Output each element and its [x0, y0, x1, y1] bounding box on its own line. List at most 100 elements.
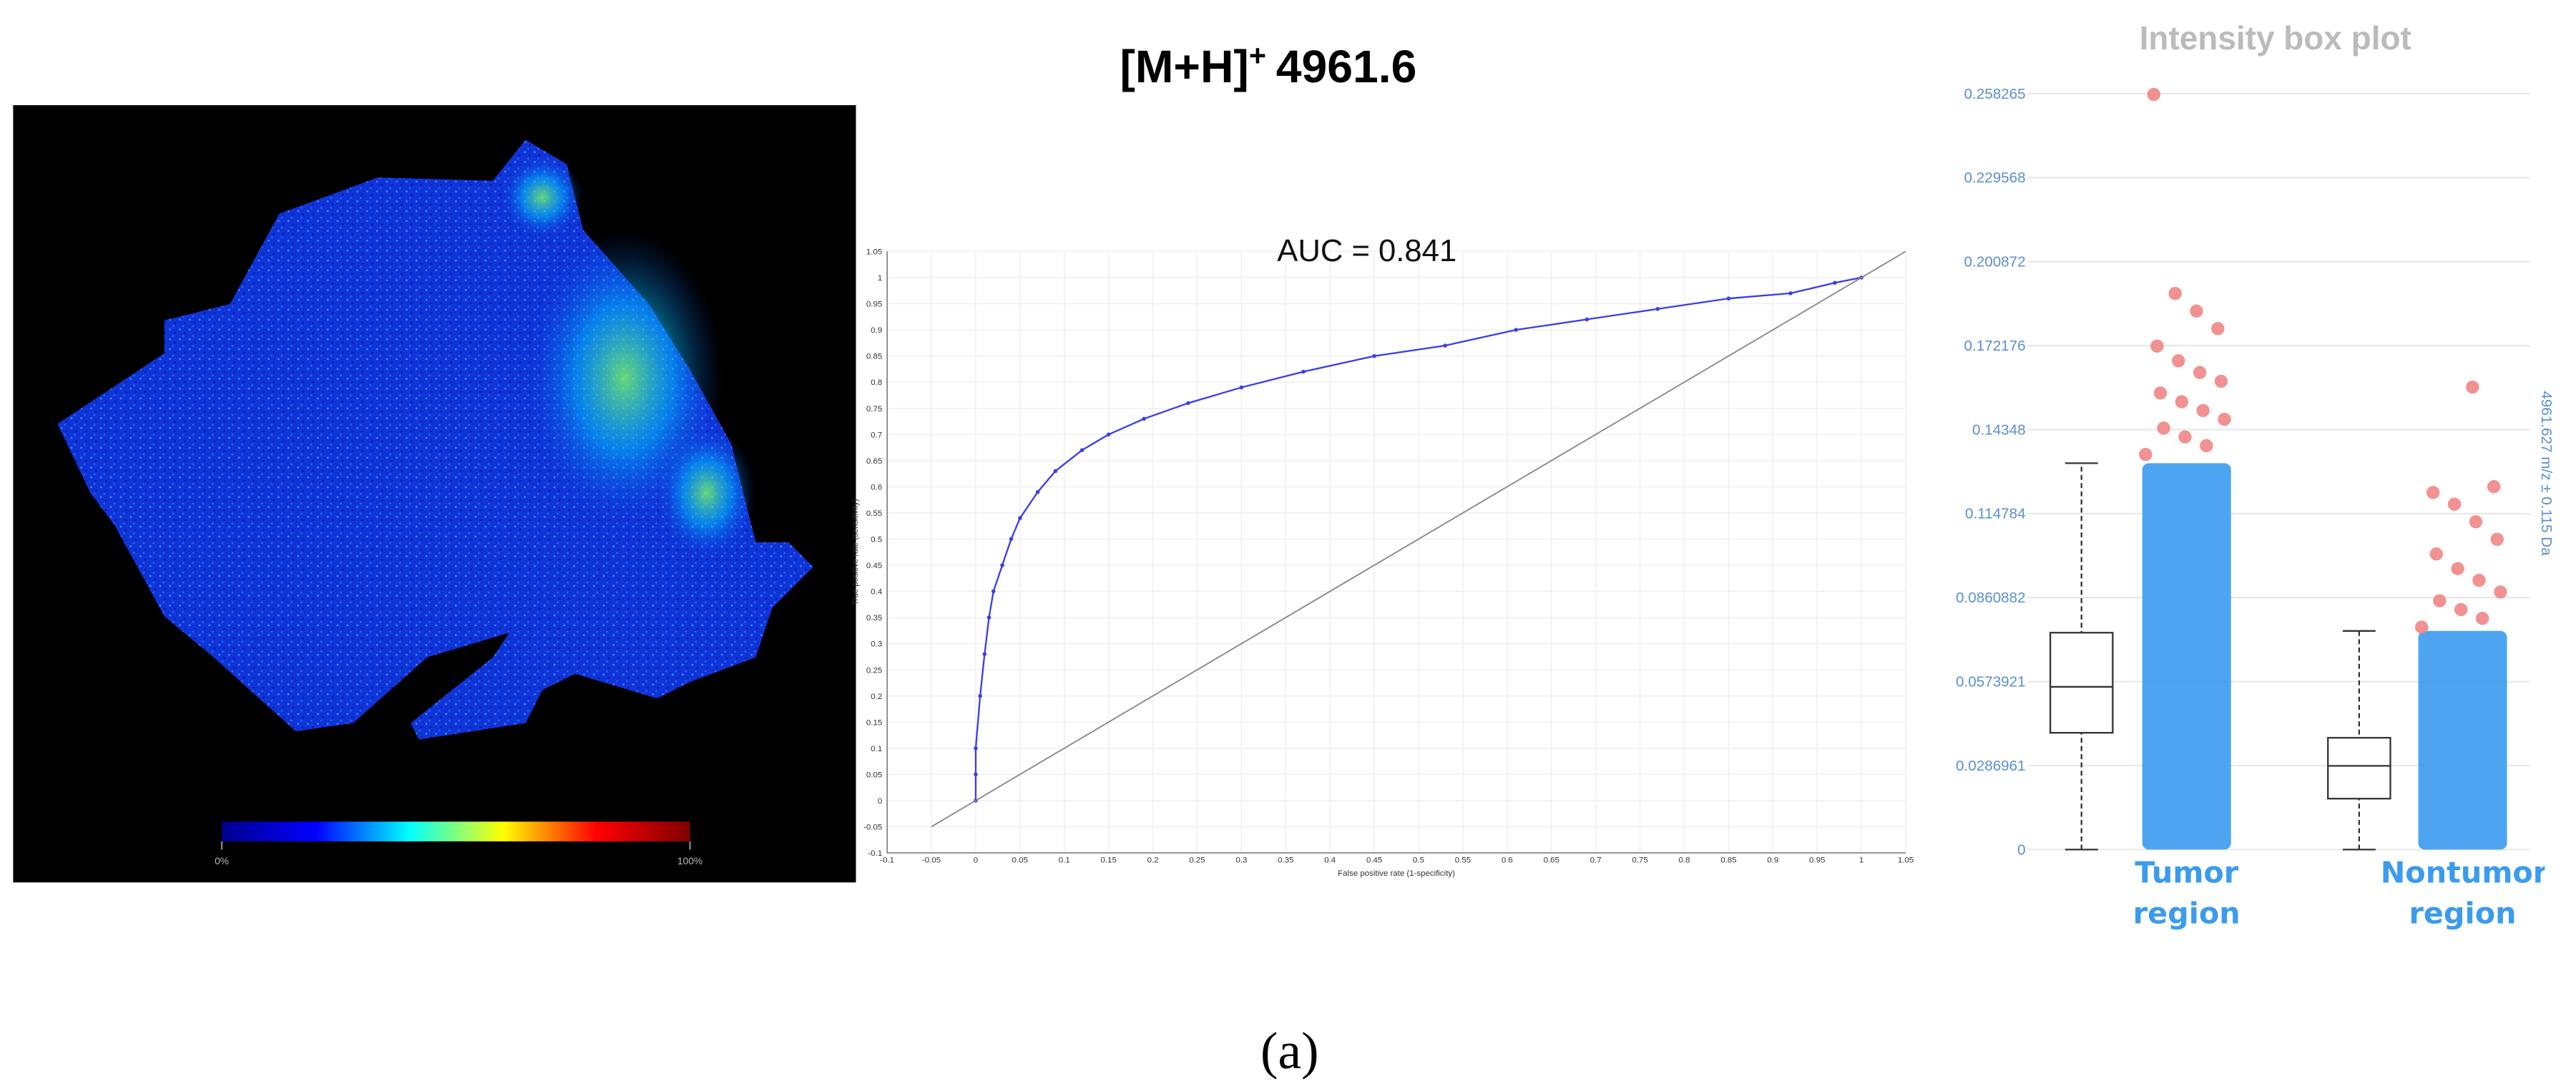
chart-title: Intensity box plot	[2140, 19, 2411, 57]
point	[1106, 432, 1111, 436]
x-tick-label: 0.4	[1324, 856, 1336, 865]
point	[1018, 516, 1022, 520]
y-tick-label: 0.95	[866, 301, 882, 309]
y-tick-label: 0.75	[866, 405, 882, 414]
y-tick-label: 0.2	[871, 693, 882, 701]
x-tick-label: 1	[1859, 856, 1864, 865]
y-tick-label: 0.6	[871, 483, 882, 492]
outlier	[2150, 339, 2164, 353]
y-tick-label: 0.114784	[1965, 506, 2026, 522]
x-tick-label: Nontumor region	[2380, 856, 2545, 932]
x-tick-label: 0.3	[1235, 856, 1247, 865]
outlier	[2218, 412, 2231, 426]
colorbar-label: 0%	[215, 856, 229, 866]
y-tick-label: 0.05	[866, 771, 882, 779]
y-tick-label: 0.0286961	[1956, 758, 2026, 774]
x-tick-label: 1.05	[1898, 856, 1914, 865]
point	[1372, 353, 1376, 358]
x-tick-label: 0.2	[1147, 856, 1159, 865]
y-tick-label: 0.9	[871, 326, 882, 335]
point	[1079, 448, 1084, 452]
outlier	[2414, 620, 2429, 634]
x-tick-label: 0.8	[1678, 856, 1690, 865]
outlier	[2433, 594, 2447, 607]
x-tick-label: 0.05	[1012, 856, 1028, 865]
outlier	[2175, 395, 2189, 409]
point	[1788, 291, 1793, 296]
x-tick-label: 0.95	[1809, 856, 1825, 865]
point-cloud	[2142, 463, 2231, 850]
y-tick-label: 0	[2017, 841, 2025, 858]
colorbar	[222, 821, 690, 841]
x-tick-label: -0.05	[922, 856, 941, 865]
point	[1142, 416, 1146, 421]
y-tick-label: 0.4	[871, 588, 883, 597]
y-tick-label: 0.25	[866, 666, 882, 675]
x-tick-label: 0.25	[1189, 856, 1205, 865]
y-tick-label: 0.229568	[1964, 170, 2025, 186]
outlier	[2490, 532, 2504, 546]
colorbar-label: 100%	[677, 856, 702, 866]
x-tick-label: 0.75	[1632, 856, 1647, 865]
outlier	[2429, 547, 2443, 561]
y-axis-label: 4961.627 m/z ± 0.115 Da	[2538, 391, 2555, 556]
y-tick-label: 0.15	[866, 718, 882, 727]
point	[1186, 401, 1190, 406]
point	[978, 693, 982, 698]
y-tick-label: -0.05	[863, 824, 882, 832]
outlier	[2172, 354, 2185, 368]
outlier	[2178, 430, 2192, 444]
outlier	[2157, 421, 2170, 435]
y-tick-label: 0.200872	[1964, 254, 2025, 270]
y-tick-label: 0	[878, 797, 882, 806]
point	[1726, 296, 1731, 301]
point	[1035, 489, 1040, 494]
category-label-box: Tumor region	[2133, 856, 2240, 932]
outlier	[2139, 447, 2153, 462]
x-tick-label: 0.85	[1720, 856, 1736, 865]
outlier	[2200, 439, 2213, 453]
y-tick-label: 0.35	[866, 614, 882, 622]
roc-line	[931, 250, 1906, 828]
point	[974, 772, 978, 777]
x-tick-label: 0.15	[1101, 856, 1117, 865]
point	[1585, 317, 1590, 322]
y-tick-label: -0.1	[868, 849, 882, 858]
figure-title: [M+H]+ 4961.6	[1120, 39, 1416, 92]
box	[2049, 632, 2114, 734]
point	[1443, 343, 1447, 348]
x-tick-label: 0.5	[1413, 856, 1424, 865]
outlier	[2193, 366, 2207, 379]
x-tick-label: 0.45	[1366, 856, 1382, 865]
y-tick-label: 0.45	[866, 562, 882, 570]
point	[1655, 307, 1660, 311]
x-tick-label: 0.35	[1278, 856, 1293, 865]
point	[974, 746, 978, 751]
point	[1000, 563, 1004, 567]
outlier	[2168, 286, 2182, 301]
y-tick-label: 0.258265	[1964, 86, 2025, 102]
outlier	[2447, 497, 2462, 511]
y-tick-label: 0.0573921	[1956, 673, 2026, 690]
point	[1053, 469, 1058, 474]
x-tick-label: 0.9	[1767, 856, 1778, 865]
y-tick-label: 0.0860882	[1956, 590, 2026, 606]
x-tick-label: 0.1	[1059, 856, 1070, 865]
caption: (a)	[1260, 1022, 1319, 1080]
y-tick-label: 1	[878, 274, 882, 283]
outlier	[2211, 322, 2225, 336]
y-tick-label: 0.7	[871, 431, 882, 439]
y-tick-label: 0.8	[871, 379, 882, 387]
y-tick-label: 0.85	[866, 353, 882, 361]
outlier	[2454, 602, 2468, 617]
point	[1009, 537, 1014, 542]
x-tick-label: 0.55	[1455, 856, 1471, 865]
hotspot	[501, 156, 584, 239]
outlier	[2214, 374, 2228, 389]
y-tick-label: 0.14348	[1972, 421, 2026, 438]
title-sup: +	[1249, 39, 1266, 72]
y-tick-label: 0.65	[866, 457, 882, 466]
outlier	[2469, 515, 2483, 529]
point	[991, 589, 996, 594]
